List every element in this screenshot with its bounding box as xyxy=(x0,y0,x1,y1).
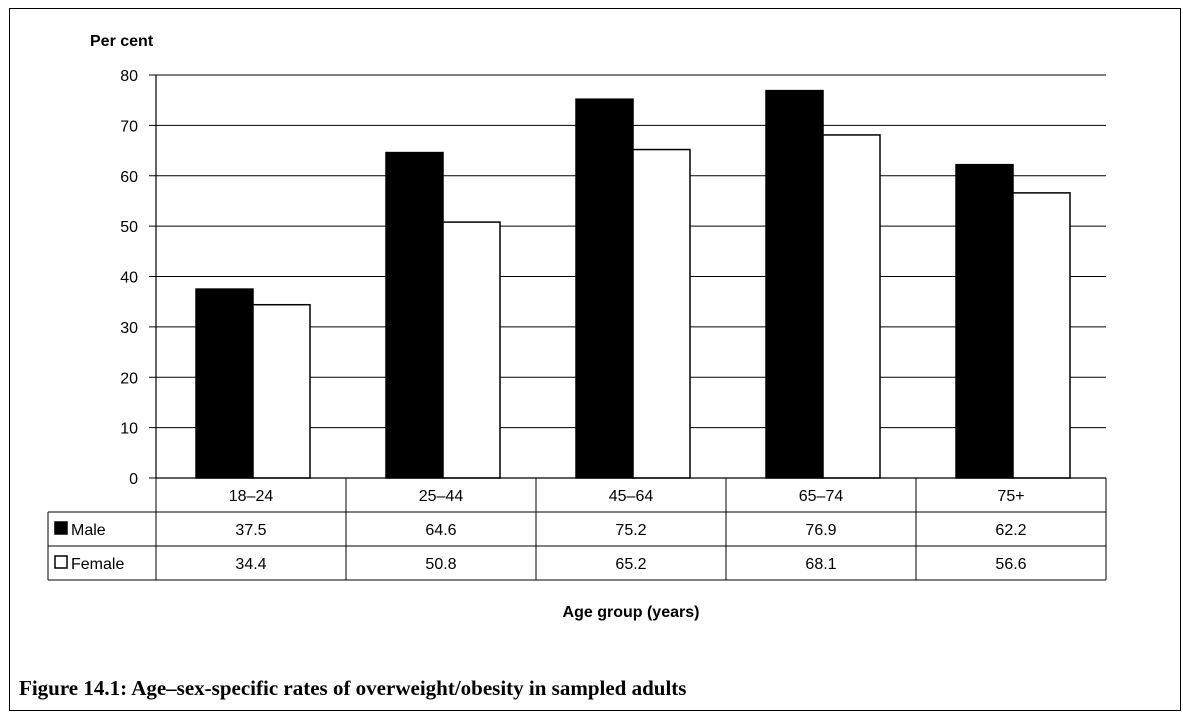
y-tick-label: 40 xyxy=(120,270,138,287)
legend-label-female: Female xyxy=(71,556,124,573)
data-label-female: 68.1 xyxy=(805,556,836,573)
x-axis-title: Age group (years) xyxy=(563,604,700,621)
x-category-label: 25–44 xyxy=(419,488,464,505)
bars xyxy=(195,89,1071,479)
data-label-female: 50.8 xyxy=(425,556,456,573)
figure-frame xyxy=(9,8,1181,711)
figure-caption: Figure 14.1: Age–sex-specific rates of o… xyxy=(19,676,687,700)
data-label-female: 65.2 xyxy=(615,556,646,573)
y-tick-label: 60 xyxy=(120,169,138,186)
data-label-male: 62.2 xyxy=(995,522,1026,539)
bar-male xyxy=(575,98,634,479)
y-tick-label: 0 xyxy=(129,471,138,488)
y-tick-labels: 0 10 20 30 40 50 60 70 80 xyxy=(120,68,138,488)
bar-female xyxy=(442,221,501,479)
x-category-label: 75+ xyxy=(997,488,1024,505)
bar-female xyxy=(252,303,311,479)
bar-male xyxy=(765,89,824,479)
x-category-label: 18–24 xyxy=(229,488,274,505)
y-axis-title: Per cent xyxy=(90,33,154,50)
y-tick-label: 10 xyxy=(120,421,138,438)
bar-female xyxy=(632,148,691,479)
x-category-label: 45–64 xyxy=(609,488,654,505)
bar-male xyxy=(385,151,444,479)
data-label-male: 64.6 xyxy=(425,522,456,539)
data-label-female: 56.6 xyxy=(995,556,1026,573)
legend-swatch-female xyxy=(54,555,68,569)
bar-male xyxy=(955,163,1014,479)
bar-male xyxy=(195,288,254,479)
y-tick-label: 70 xyxy=(120,118,138,135)
y-tick-label: 80 xyxy=(120,68,138,85)
legend-label-male: Male xyxy=(71,522,106,539)
bar-female xyxy=(822,134,881,479)
data-label-female: 34.4 xyxy=(235,556,266,573)
data-label-male: 37.5 xyxy=(235,522,266,539)
x-category-label: 65–74 xyxy=(799,488,844,505)
y-tick-label: 30 xyxy=(120,320,138,337)
axes xyxy=(149,74,157,479)
y-tick-label: 50 xyxy=(120,219,138,236)
gridlines xyxy=(156,74,1106,429)
data-label-male: 76.9 xyxy=(805,522,836,539)
data-label-male: 75.2 xyxy=(615,522,646,539)
legend-swatch-male xyxy=(54,521,68,535)
y-tick-label: 20 xyxy=(120,370,138,387)
bar-female xyxy=(1012,192,1071,479)
data-table: 18–24 25–44 45–64 65–74 75+ Male 37.5 64.6 75.2 7… xyxy=(47,477,1107,581)
